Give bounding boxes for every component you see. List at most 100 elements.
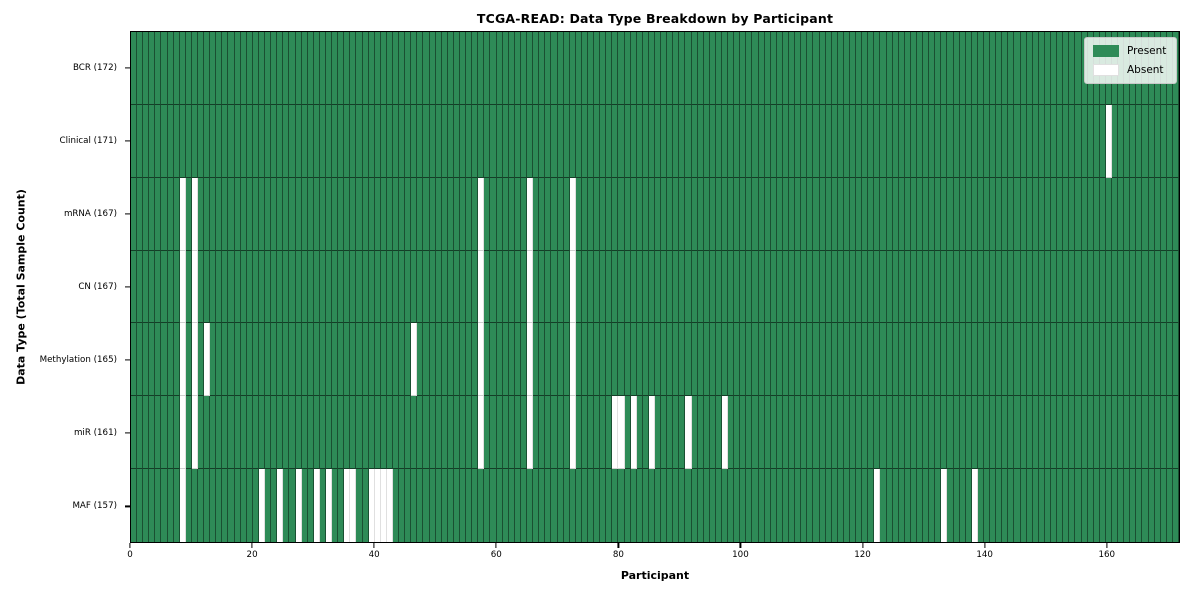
cell-present (703, 323, 710, 397)
cell-absent (179, 177, 186, 251)
cell-present (283, 250, 290, 324)
cell-present (167, 250, 174, 324)
cell-present (734, 32, 741, 105)
cell-present (941, 104, 948, 178)
cell-present (1044, 104, 1052, 178)
cell-present (904, 396, 911, 470)
cell-present (904, 323, 911, 397)
cell-present (587, 469, 595, 542)
cell-present (910, 396, 917, 470)
cell-present (807, 32, 814, 105)
cell-present (271, 32, 278, 105)
cell-present (301, 323, 308, 397)
cell-present (417, 323, 424, 397)
cell-present (411, 250, 418, 324)
cell-present (551, 250, 558, 324)
cell-absent (258, 469, 266, 542)
cell-present (624, 250, 631, 324)
cell-present (258, 396, 266, 470)
cell-present (642, 469, 649, 542)
cell-present (380, 177, 387, 251)
cell-present (831, 323, 838, 397)
cell-present (685, 32, 692, 105)
cell-present (356, 469, 363, 542)
cell-present (1124, 469, 1131, 542)
cell-present (722, 250, 729, 324)
cell-present (594, 104, 601, 178)
cell-present (551, 32, 558, 105)
cell-present (728, 177, 735, 251)
cell-present (923, 396, 930, 470)
cell-present (825, 250, 832, 324)
cell-present (1130, 396, 1137, 470)
cell-present (959, 177, 966, 251)
cell-present (1038, 396, 1045, 470)
cell-present (368, 396, 375, 470)
cell-present (240, 177, 247, 251)
cell-present (386, 32, 393, 105)
cell-present (167, 323, 174, 397)
cell-present (764, 396, 771, 470)
cell-present (307, 177, 314, 251)
cell-present (472, 469, 479, 542)
cell-present (478, 104, 485, 178)
cell-present (429, 32, 436, 105)
cell-present (996, 177, 1003, 251)
cell-present (1051, 32, 1058, 105)
cell-present (612, 177, 619, 251)
cell-present (1087, 396, 1094, 470)
cell-present (441, 250, 448, 324)
cell-present (1148, 323, 1155, 397)
cell-present (1148, 104, 1155, 178)
cell-present (862, 396, 869, 470)
cell-present (594, 250, 601, 324)
cell-present (606, 396, 613, 470)
cell-present (222, 250, 229, 324)
cell-present (892, 32, 899, 105)
x-tick-mark (129, 543, 131, 548)
cell-present (143, 469, 150, 542)
cell-present (490, 469, 497, 542)
cell-present (667, 104, 674, 178)
cell-present (1044, 469, 1052, 542)
cell-present (587, 250, 595, 324)
cell-present (856, 32, 863, 105)
cell-present (959, 32, 966, 105)
cell-absent (618, 396, 625, 470)
cell-present (971, 32, 978, 105)
cell-present (630, 177, 637, 251)
cell-present (1032, 177, 1039, 251)
cell-present (734, 469, 741, 542)
cell-present (478, 32, 485, 105)
cell-present (904, 177, 911, 251)
cell-absent (478, 177, 485, 251)
cell-present (953, 469, 960, 542)
cell-present (149, 250, 156, 324)
cell-present (338, 469, 345, 542)
cell-present (984, 250, 991, 324)
cell-absent (527, 323, 534, 397)
x-tick-mark (251, 543, 253, 548)
cell-present (746, 177, 753, 251)
cell-present (886, 177, 893, 251)
cell-present (1032, 250, 1039, 324)
cell-present (441, 32, 448, 105)
cell-present (520, 396, 528, 470)
cell-present (642, 104, 649, 178)
cell-present (837, 32, 844, 105)
cell-present (764, 32, 771, 105)
cell-present (770, 396, 777, 470)
cell-present (709, 32, 716, 105)
cell-present (923, 32, 930, 105)
cell-present (740, 250, 747, 324)
cell-present (1093, 177, 1100, 251)
cell-present (1069, 32, 1076, 105)
cell-present (764, 323, 771, 397)
cell-present (271, 250, 278, 324)
cell-present (490, 177, 497, 251)
cell-present (265, 323, 272, 397)
cell-present (746, 104, 753, 178)
cell-present (1142, 177, 1149, 251)
cell-present (642, 250, 649, 324)
cell-present (319, 396, 326, 470)
